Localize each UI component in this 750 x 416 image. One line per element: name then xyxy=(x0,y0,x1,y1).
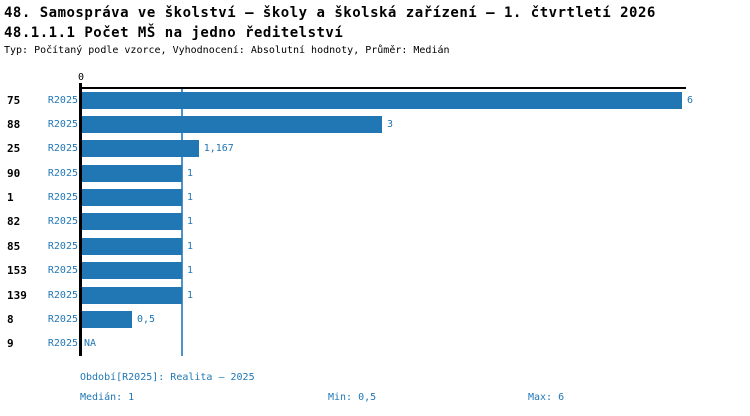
median-reference-line xyxy=(181,89,183,356)
bar xyxy=(82,164,182,182)
row-period-label: R2025 xyxy=(47,192,78,204)
bar-chart: 75 R2025 6 88 R2025 3 25 R2025 1,167 90 R2025 1 1 R20… xyxy=(0,88,750,356)
stat-min: Min: 0,5 xyxy=(328,392,377,403)
chart-row: 1 R2025 1 xyxy=(0,185,750,209)
bar xyxy=(82,237,182,255)
bar-value-label: 1,167 xyxy=(203,143,234,155)
bar xyxy=(82,286,182,304)
row-category-label: 9 xyxy=(7,337,14,351)
bar-value-label: 1 xyxy=(187,216,194,228)
chart-row: 25 R2025 1,167 xyxy=(0,137,750,161)
bar xyxy=(82,310,132,328)
x-axis-line xyxy=(79,87,686,89)
bar-value-label: 3 xyxy=(387,119,394,131)
stat-max: Max: 6 xyxy=(528,392,565,403)
row-category-label: 139 xyxy=(7,288,27,302)
row-period-label: R2025 xyxy=(47,265,78,277)
bar-value-label: 1 xyxy=(187,289,194,301)
bar xyxy=(82,140,199,158)
row-period-label: R2025 xyxy=(47,167,78,179)
chart-row: 88 R2025 3 xyxy=(0,112,750,136)
bar-value-label: NA xyxy=(84,338,97,350)
bar-value-label: 0,5 xyxy=(137,313,156,325)
row-category-label: 85 xyxy=(7,239,21,253)
indicator-subtitle: 48.1.1.1 Počet MŠ na jedno ředitelství xyxy=(4,25,344,41)
chart-row: 82 R2025 1 xyxy=(0,210,750,234)
row-period-label: R2025 xyxy=(47,240,78,252)
row-category-label: 88 xyxy=(7,118,21,132)
bar xyxy=(82,91,682,109)
report-title: 48. Samospráva ve školství – školy a ško… xyxy=(4,5,656,21)
bar-value-label: 6 xyxy=(687,94,694,106)
bar-value-label: 1 xyxy=(187,240,194,252)
row-period-label: R2025 xyxy=(47,119,78,131)
row-period-label: R2025 xyxy=(47,216,78,228)
bar-value-label: 1 xyxy=(187,265,194,277)
stat-median: Medián: 1 xyxy=(80,392,135,403)
chart-row: 85 R2025 1 xyxy=(0,234,750,258)
row-period-label: R2025 xyxy=(47,313,78,325)
x-axis-zero-tick-label: 0 xyxy=(77,72,85,83)
bar-value-label: 1 xyxy=(187,192,194,204)
row-period-label: R2025 xyxy=(47,338,78,350)
chart-row: 90 R2025 1 xyxy=(0,161,750,185)
bar xyxy=(82,189,182,207)
indicator-meta-line: Typ: Počítaný podle vzorce, Vyhodnocení:… xyxy=(4,45,450,56)
bar xyxy=(82,213,182,231)
row-category-label: 153 xyxy=(7,264,27,278)
row-category-label: 1 xyxy=(7,191,14,205)
row-category-label: 75 xyxy=(7,93,21,107)
row-period-label: R2025 xyxy=(47,94,78,106)
bar-value-label: 1 xyxy=(187,167,194,179)
row-category-label: 90 xyxy=(7,166,21,180)
chart-row: 153 R2025 1 xyxy=(0,259,750,283)
row-period-label: R2025 xyxy=(47,143,78,155)
row-category-label: 82 xyxy=(7,215,21,229)
row-period-label: R2025 xyxy=(47,289,78,301)
period-note: Období[R2025]: Realita – 2025 xyxy=(80,372,255,383)
chart-row: 8 R2025 0,5 xyxy=(0,307,750,331)
row-category-label: 8 xyxy=(7,312,14,326)
bar xyxy=(82,262,182,280)
chart-row: 139 R2025 1 xyxy=(0,283,750,307)
bar xyxy=(82,116,382,134)
chart-row: 9 R2025 NA xyxy=(0,332,750,356)
row-category-label: 25 xyxy=(7,142,21,156)
y-axis-line xyxy=(79,83,82,356)
chart-row: 75 R2025 6 xyxy=(0,88,750,112)
